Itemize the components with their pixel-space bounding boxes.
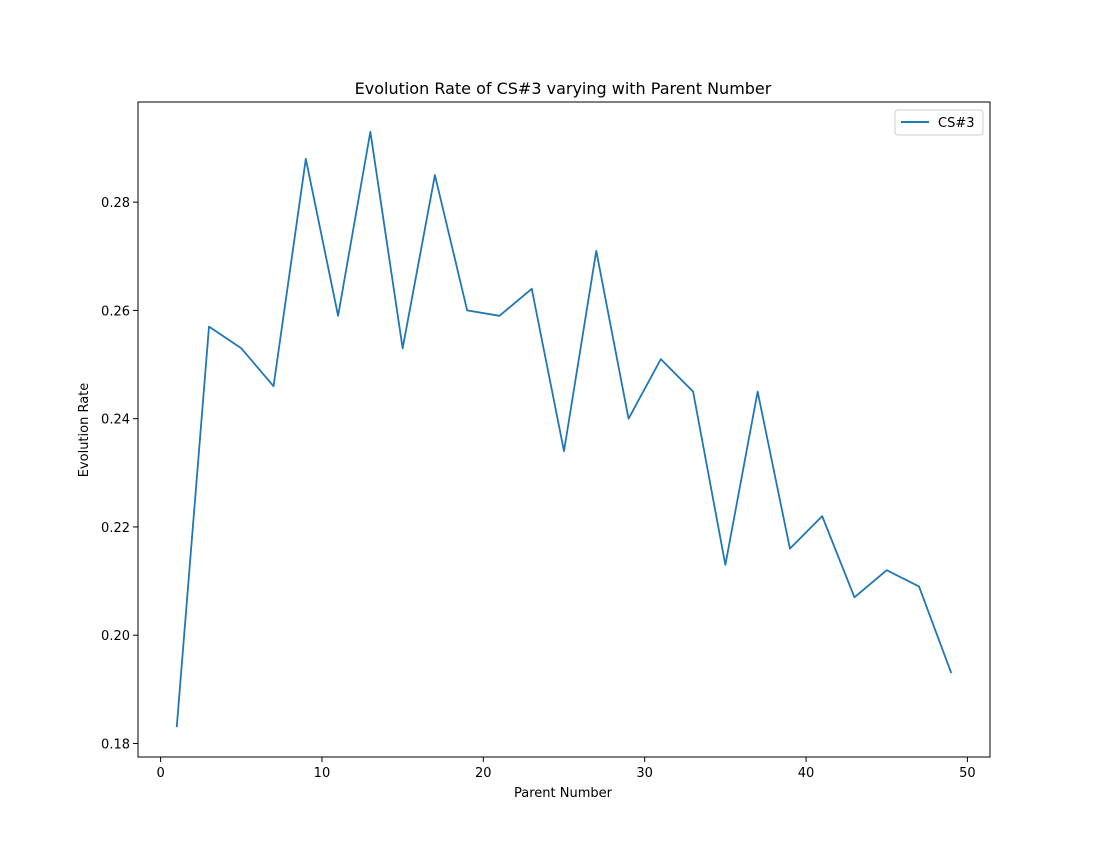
legend-label: CS#3 (938, 116, 975, 131)
y-tick-label: 0.20 (101, 629, 130, 644)
series-layer (175, 130, 953, 728)
y-tick-label: 0.26 (101, 304, 130, 319)
y-axis-ticks: 0.18 0.20 0.22 0.24 0.26 0.28 (101, 196, 138, 752)
series-line-cs3 (175, 130, 953, 728)
x-tick-label: 40 (798, 766, 815, 781)
y-tick-label: 0.24 (101, 413, 130, 428)
x-tick-label: 30 (636, 766, 653, 781)
x-axis-label: Parent Number (514, 786, 613, 801)
plot-area: 0 10 20 30 40 50 0.18 0.20 0.22 0.24 0.26 0.28 (101, 101, 991, 781)
y-tick-label: 0.22 (101, 521, 130, 536)
axes-frame (137, 101, 991, 758)
y-axis-label: Evolution Rate (77, 383, 92, 478)
chart-title: Evolution Rate of CS#3 varying with Pare… (355, 79, 772, 98)
y-tick-label: 0.28 (101, 196, 130, 211)
x-tick-label: 20 (475, 766, 492, 781)
x-tick-label: 0 (156, 766, 164, 781)
x-tick-label: 50 (959, 766, 976, 781)
y-tick-label: 0.18 (101, 737, 130, 752)
x-tick-label: 10 (314, 766, 331, 781)
legend: CS#3 (894, 109, 984, 136)
x-axis-ticks: 0 10 20 30 40 50 (156, 757, 976, 781)
legend-box (894, 109, 984, 136)
